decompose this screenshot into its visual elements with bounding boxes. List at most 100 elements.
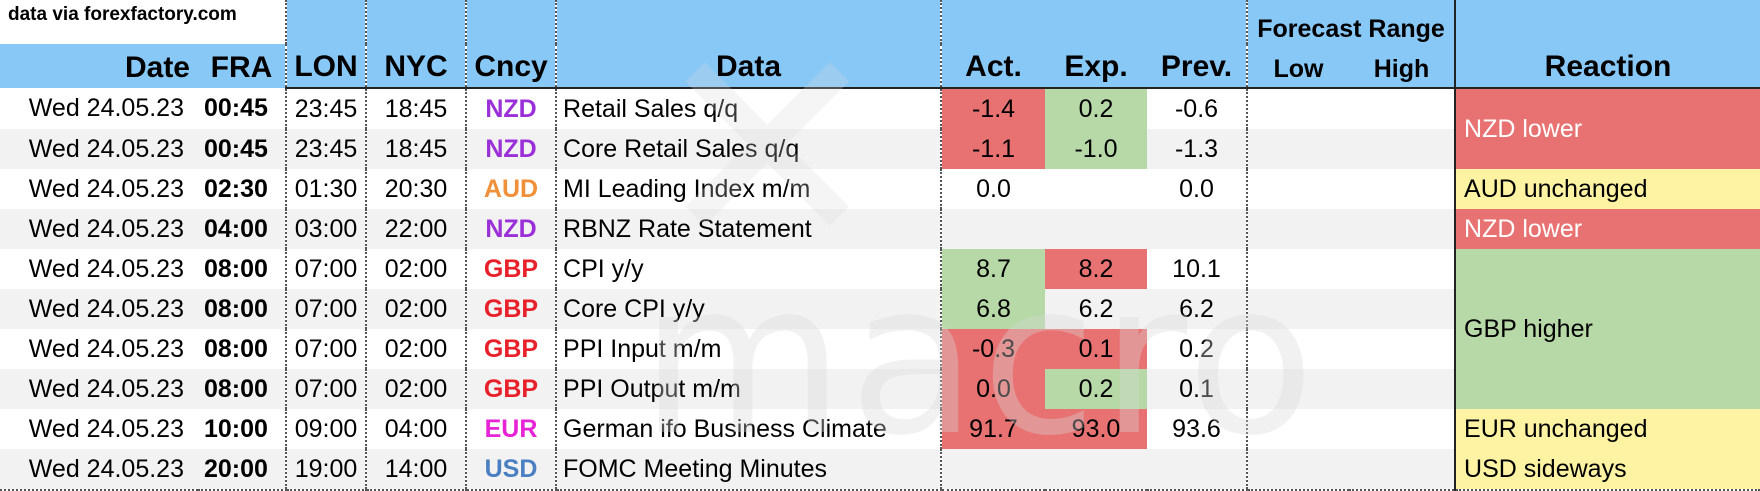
header-row-bottom: Date FRA LON NYC Cncy Data Act. Exp. Pre… — [0, 44, 1760, 89]
cell-date: Wed 24.05.23 — [0, 88, 198, 129]
cell-lon-time: 07:00 — [285, 249, 367, 289]
cell-previous — [1147, 209, 1248, 249]
table-row: Wed 24.05.23 08:00 07:00 02:00 GBP PPI Output… — [0, 369, 1760, 409]
cell-fra-time: 08:00 — [198, 369, 287, 409]
cell-forecast-low — [1246, 329, 1350, 369]
cell-forecast-low — [1246, 409, 1350, 449]
cell-previous: 6.2 — [1147, 289, 1248, 329]
cell-reaction: EUR unchanged — [1454, 409, 1760, 449]
cell-currency: GBP — [465, 329, 557, 369]
cell-forecast-high — [1349, 249, 1456, 289]
cell-nyc-time: 18:45 — [365, 129, 467, 169]
cell-previous: -0.6 — [1147, 88, 1248, 129]
cell-date: Wed 24.05.23 — [0, 169, 198, 209]
cell-forecast-low — [1246, 449, 1350, 491]
cell-fra-time: 08:00 — [198, 329, 287, 369]
cell-previous: 0.2 — [1147, 329, 1248, 369]
col-header-date: Date — [0, 44, 198, 88]
col-header-high: High — [1349, 44, 1456, 89]
cell-expected — [1045, 169, 1148, 209]
cell-nyc-time: 02:00 — [365, 249, 467, 289]
cell-nyc-time: 20:30 — [365, 169, 467, 209]
cell-data-name: Core Retail Sales q/q — [555, 129, 942, 169]
cell-fra-time: 00:45 — [198, 88, 287, 129]
cell-date: Wed 24.05.23 — [0, 289, 198, 329]
table-row: Wed 24.05.23 08:00 07:00 02:00 GBP CPI y/y 8.7… — [0, 249, 1760, 409]
cell-fra-time: 00:45 — [198, 129, 287, 169]
cell-currency: GBP — [465, 289, 557, 329]
col-header-prev: Prev. — [1147, 44, 1248, 89]
cell-expected: 93.0 — [1045, 409, 1148, 449]
cell-date: Wed 24.05.23 — [0, 449, 198, 491]
table-row: Wed 24.05.23 00:45 23:45 18:45 NZD Core Retai… — [0, 129, 1760, 169]
cell-actual: -0.3 — [940, 329, 1046, 369]
cell-currency: GBP — [465, 249, 557, 289]
cell-expected: 0.2 — [1045, 369, 1148, 409]
cell-currency: GBP — [465, 369, 557, 409]
cell-forecast-low — [1246, 289, 1350, 329]
cell-forecast-high — [1349, 88, 1456, 129]
cell-data-name: MI Leading Index m/m — [555, 169, 942, 209]
cell-reaction: NZD lower — [1454, 88, 1760, 169]
cell-expected: 6.2 — [1045, 289, 1148, 329]
cell-actual: 91.7 — [940, 409, 1046, 449]
cell-currency: NZD — [465, 129, 557, 169]
cell-actual — [940, 449, 1046, 491]
cell-forecast-high — [1349, 369, 1456, 409]
cell-lon-time: 07:00 — [285, 289, 367, 329]
cell-expected — [1045, 209, 1148, 249]
cell-nyc-time: 04:00 — [365, 409, 467, 449]
col-header-low: Low — [1246, 44, 1350, 89]
col-header-act: Act. — [940, 44, 1046, 89]
cell-lon-time: 09:00 — [285, 409, 367, 449]
cell-forecast-high — [1349, 169, 1456, 209]
col-header-fra: FRA — [198, 44, 287, 88]
cell-fra-time: 04:00 — [198, 209, 287, 249]
cell-actual: -1.4 — [940, 88, 1046, 129]
cell-date: Wed 24.05.23 — [0, 369, 198, 409]
cell-currency: NZD — [465, 209, 557, 249]
table-row: Wed 24.05.23 10:00 09:00 04:00 EUR German ifo… — [0, 409, 1760, 449]
cell-previous: 0.1 — [1147, 369, 1248, 409]
cell-expected: 0.1 — [1045, 329, 1148, 369]
cell-fra-time: 20:00 — [198, 449, 287, 491]
cell-currency: EUR — [465, 409, 557, 449]
cell-data-name: CPI y/y — [555, 249, 942, 289]
cell-lon-time: 07:00 — [285, 369, 367, 409]
cell-previous: 93.6 — [1147, 409, 1248, 449]
cell-nyc-time: 02:00 — [365, 289, 467, 329]
cell-date: Wed 24.05.23 — [0, 329, 198, 369]
cell-actual — [940, 209, 1046, 249]
header-row-top: data via forexfactory.com Forecast Range — [0, 0, 1760, 44]
col-header-data: Data — [555, 44, 942, 89]
cell-reaction: AUD unchanged — [1454, 169, 1760, 209]
cell-previous — [1147, 449, 1248, 491]
cell-expected — [1045, 449, 1148, 491]
cell-fra-time: 08:00 — [198, 249, 287, 289]
cell-forecast-low — [1246, 169, 1350, 209]
cell-date: Wed 24.05.23 — [0, 409, 198, 449]
cell-currency: USD — [465, 449, 557, 491]
table-row: Wed 24.05.23 04:00 03:00 22:00 NZD RBNZ Rate … — [0, 209, 1760, 249]
cell-forecast-low — [1246, 209, 1350, 249]
cell-actual: 8.7 — [940, 249, 1046, 289]
cell-data-name: FOMC Meeting Minutes — [555, 449, 942, 491]
cell-actual: 0.0 — [940, 369, 1046, 409]
col-header-nyc: NYC — [365, 44, 467, 89]
cell-fra-time: 10:00 — [198, 409, 287, 449]
col-header-exp: Exp. — [1045, 44, 1148, 89]
cell-date: Wed 24.05.23 — [0, 209, 198, 249]
cell-previous: -1.3 — [1147, 129, 1248, 169]
cell-expected: -1.0 — [1045, 129, 1148, 169]
table-row: Wed 24.05.23 20:00 19:00 14:00 USD FOMC Meeti… — [0, 449, 1760, 491]
cell-data-name: PPI Input m/m — [555, 329, 942, 369]
cell-lon-time: 23:45 — [285, 88, 367, 129]
cell-nyc-time: 02:00 — [365, 369, 467, 409]
cell-previous: 10.1 — [1147, 249, 1248, 289]
cell-data-name: RBNZ Rate Statement — [555, 209, 942, 249]
cell-actual: -1.1 — [940, 129, 1046, 169]
forecast-range-header: Forecast Range — [1246, 0, 1456, 44]
cell-currency: AUD — [465, 169, 557, 209]
